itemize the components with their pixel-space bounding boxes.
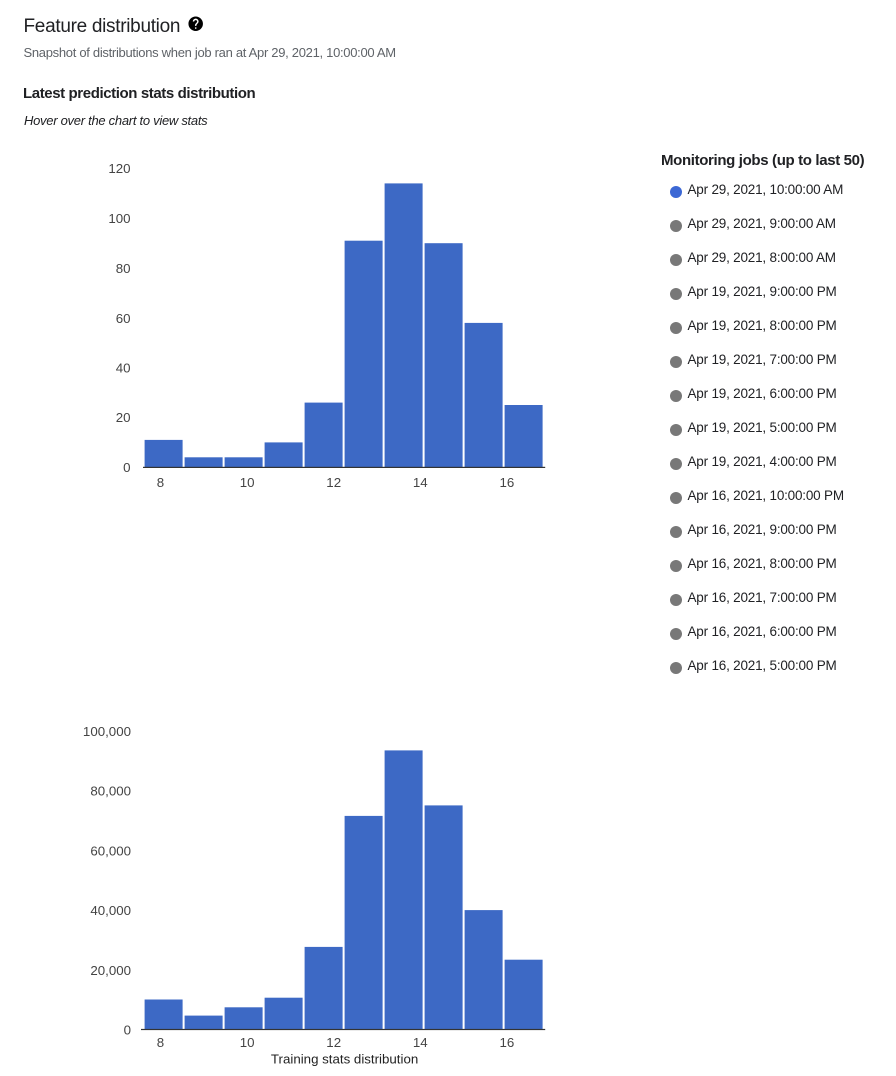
svg-text:100: 100 xyxy=(108,211,130,226)
svg-text:12: 12 xyxy=(326,475,341,490)
svg-text:Training stats distribution: Training stats distribution xyxy=(271,1051,418,1066)
svg-text:0: 0 xyxy=(123,460,130,475)
svg-text:20: 20 xyxy=(116,410,131,425)
svg-text:12: 12 xyxy=(326,1035,341,1050)
svg-text:14: 14 xyxy=(413,1035,428,1050)
svg-text:8: 8 xyxy=(157,475,164,490)
svg-text:10: 10 xyxy=(240,475,255,490)
svg-text:60,000: 60,000 xyxy=(90,843,131,858)
svg-text:16: 16 xyxy=(500,1035,515,1050)
svg-text:0: 0 xyxy=(124,1022,131,1037)
svg-text:14: 14 xyxy=(413,475,428,490)
svg-text:40,000: 40,000 xyxy=(90,903,131,918)
svg-text:8: 8 xyxy=(157,1035,164,1050)
svg-text:10: 10 xyxy=(240,1035,255,1050)
svg-text:80,000: 80,000 xyxy=(90,784,131,799)
svg-text:80: 80 xyxy=(116,261,131,276)
svg-text:16: 16 xyxy=(500,475,515,490)
svg-text:40: 40 xyxy=(116,361,131,376)
svg-text:60: 60 xyxy=(116,311,131,326)
svg-text:120: 120 xyxy=(108,161,130,176)
svg-text:100,000: 100,000 xyxy=(83,724,131,739)
svg-text:20,000: 20,000 xyxy=(90,963,131,978)
